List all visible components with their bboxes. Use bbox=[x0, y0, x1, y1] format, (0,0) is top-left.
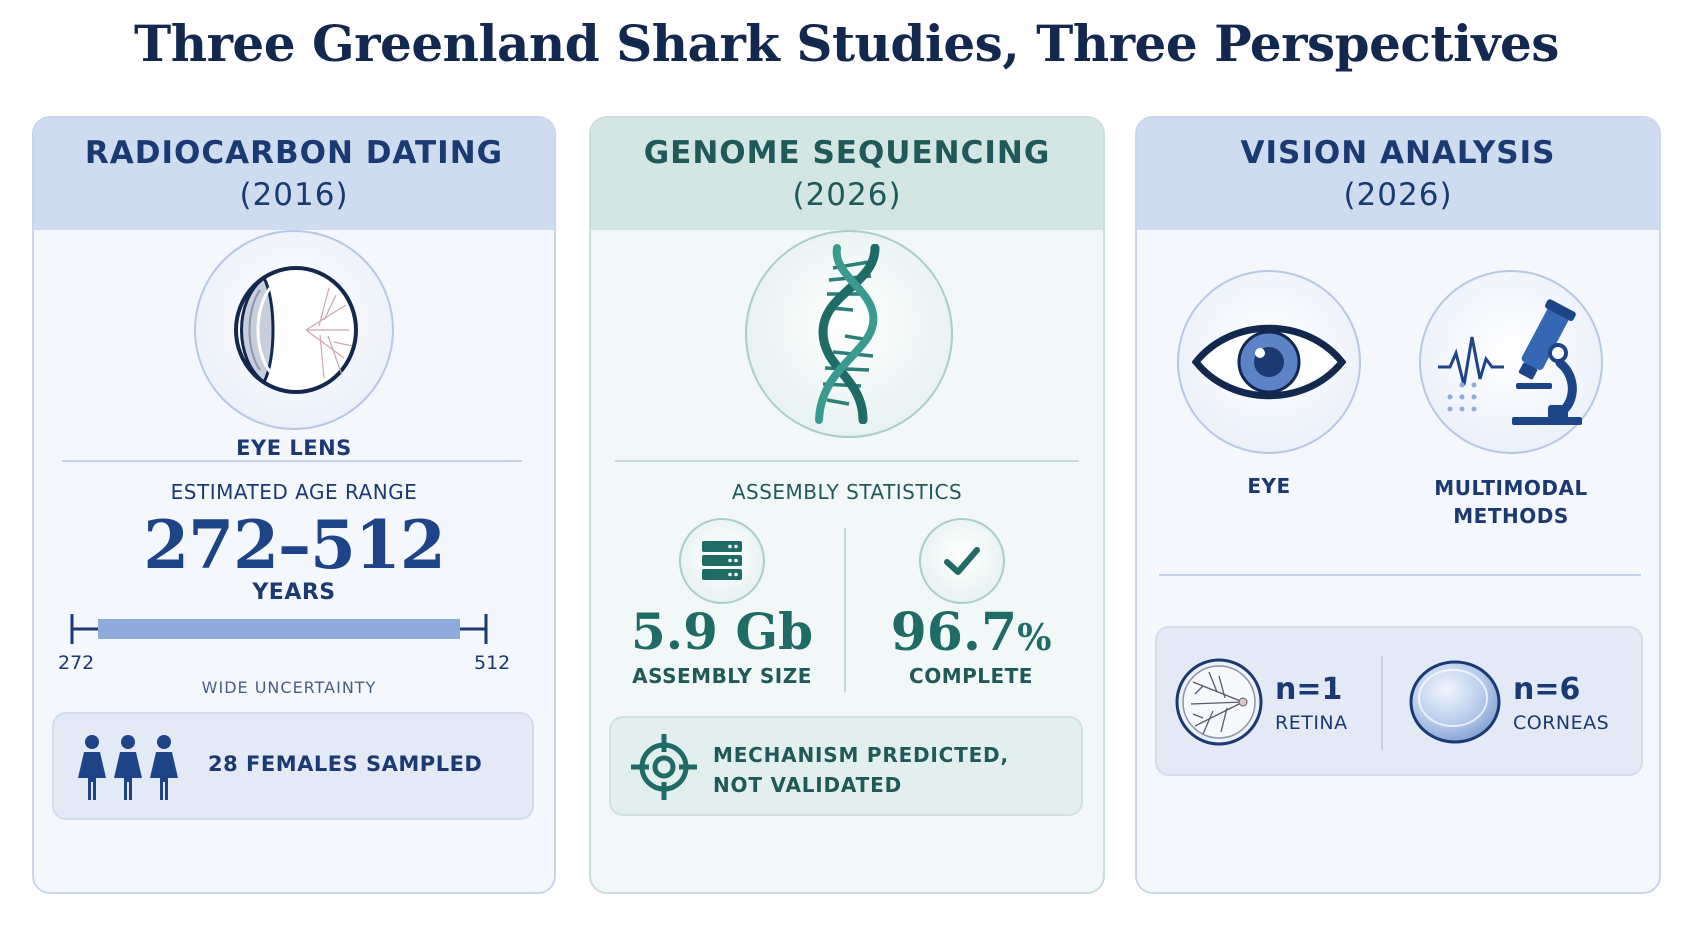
check-icon-circle bbox=[919, 518, 1005, 604]
genome-year: (2026) bbox=[792, 177, 902, 213]
vision-divider bbox=[1159, 574, 1641, 576]
cornea-icon bbox=[1409, 660, 1501, 744]
radiocarbon-year: (2016) bbox=[239, 177, 349, 213]
mechanism-text: MECHANISM PREDICTED, NOT VALIDATED bbox=[713, 740, 1009, 800]
stats-divider bbox=[844, 528, 846, 692]
eye-lens-icon-circle bbox=[194, 230, 394, 430]
eye-lens-label: EYE LENS bbox=[236, 436, 352, 460]
radiocarbon-card: RADIOCARBON DATING (2016) EYE LENS ESTIM… bbox=[32, 116, 556, 894]
completeness-label: COMPLETE bbox=[909, 664, 1033, 688]
server-icon-circle bbox=[679, 518, 765, 604]
assembly-size-label: ASSEMBLY SIZE bbox=[632, 664, 812, 688]
genome-card-header: GENOME SEQUENCING (2026) bbox=[591, 118, 1103, 230]
cornea-count: n=6 bbox=[1513, 672, 1581, 707]
uncertainty-bar bbox=[70, 614, 488, 644]
samples-divider bbox=[1381, 656, 1383, 750]
genome-heading: GENOME SEQUENCING bbox=[643, 135, 1051, 171]
vision-heading: VISION ANALYSIS bbox=[1240, 135, 1556, 171]
mechanism-panel: MECHANISM PREDICTED, NOT VALIDATED bbox=[609, 716, 1083, 816]
females-sampled-text: 28 FEMALES SAMPLED bbox=[208, 752, 483, 776]
mechanism-text-line-1: MECHANISM PREDICTED, bbox=[713, 743, 1009, 767]
eye-label: EYE bbox=[1247, 474, 1291, 498]
dna-helix-icon bbox=[815, 244, 880, 424]
radiocarbon-card-header: RADIOCARBON DATING (2016) bbox=[34, 118, 554, 230]
genome-card: GENOME SEQUENCING (2026) ASSEMBLY STATIS… bbox=[589, 116, 1105, 894]
assembly-statistics-label: ASSEMBLY STATISTICS bbox=[731, 480, 963, 504]
radiocarbon-divider bbox=[62, 460, 522, 462]
page-title: Three Greenland Shark Studies, Three Per… bbox=[134, 14, 1559, 73]
sample-count-panel: 28 FEMALES SAMPLED bbox=[52, 712, 534, 820]
age-range-value: 272–512 bbox=[143, 506, 446, 584]
methods-label-line-2: METHODS bbox=[1453, 504, 1569, 528]
microscope-icon-circle bbox=[1419, 270, 1603, 454]
age-range-label: ESTIMATED AGE RANGE bbox=[170, 480, 418, 504]
microscope-icon bbox=[1438, 299, 1582, 425]
retina-count: n=1 bbox=[1275, 672, 1343, 707]
uncertainty-note: WIDE UNCERTAINTY bbox=[201, 678, 377, 697]
vision-year: (2026) bbox=[1343, 177, 1453, 213]
eye-icon-circle bbox=[1177, 270, 1361, 454]
bar-min-label: 272 bbox=[58, 652, 95, 674]
genome-divider bbox=[615, 460, 1079, 462]
completeness-value: 96.7 bbox=[890, 602, 1018, 663]
crosshair-icon bbox=[631, 734, 697, 800]
eye-icon bbox=[1192, 324, 1346, 400]
completeness-value-wrap: 96.7% bbox=[853, 602, 1089, 663]
server-icon bbox=[702, 541, 742, 580]
completeness-suffix: % bbox=[1017, 617, 1052, 659]
samples-panel: n=1 RETINA n=6 CORNEAS bbox=[1155, 626, 1643, 776]
mechanism-text-line-2: NOT VALIDATED bbox=[713, 773, 902, 797]
radiocarbon-heading: RADIOCARBON DATING bbox=[84, 135, 504, 171]
age-range-unit: YEARS bbox=[252, 580, 336, 605]
assembly-size-value: 5.9 Gb bbox=[630, 602, 814, 661]
checkmark-icon bbox=[944, 547, 980, 575]
bar-max-label: 512 bbox=[474, 652, 511, 674]
female-figures-icon bbox=[78, 735, 178, 800]
eye-lens-icon bbox=[234, 266, 358, 394]
cornea-label: CORNEAS bbox=[1513, 712, 1610, 734]
retina-label: RETINA bbox=[1275, 712, 1348, 734]
methods-label-line-1: MULTIMODAL bbox=[1434, 476, 1588, 500]
methods-label: MULTIMODAL METHODS bbox=[1399, 474, 1623, 530]
vision-card: VISION ANALYSIS (2026) EYE bbox=[1135, 116, 1661, 894]
dna-icon-circle bbox=[745, 230, 953, 438]
retina-icon bbox=[1175, 658, 1263, 746]
vision-card-header: VISION ANALYSIS (2026) bbox=[1137, 118, 1659, 230]
